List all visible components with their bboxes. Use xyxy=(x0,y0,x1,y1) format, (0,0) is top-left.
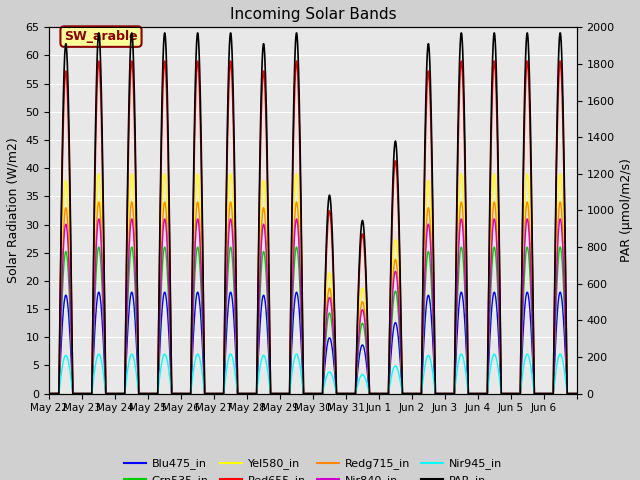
Line: Grn535_in: Grn535_in xyxy=(49,247,577,394)
Redg715_in xyxy=(45,391,53,396)
Red655_in xyxy=(556,58,564,64)
Line: Nir840_in: Nir840_in xyxy=(49,219,577,394)
Yel580_in xyxy=(556,171,564,177)
Redg715_in xyxy=(236,391,244,396)
Title: Incoming Solar Bands: Incoming Solar Bands xyxy=(230,7,396,22)
Blu475_in xyxy=(556,289,564,295)
Blu475_in xyxy=(45,391,53,396)
PAR_in xyxy=(573,391,580,396)
Yel580_in xyxy=(72,391,80,396)
Red655_in xyxy=(72,391,80,396)
Nir945_in xyxy=(236,391,244,396)
Line: Blu475_in: Blu475_in xyxy=(49,292,577,394)
Y-axis label: PAR (μmol/m2/s): PAR (μmol/m2/s) xyxy=(620,158,633,263)
Nir840_in xyxy=(45,391,53,396)
Nir945_in xyxy=(381,391,388,396)
Blu475_in xyxy=(236,391,244,396)
Redg715_in xyxy=(465,391,472,396)
Red655_in xyxy=(236,391,244,396)
Nir840_in xyxy=(573,391,580,396)
Redg715_in xyxy=(573,391,580,396)
Grn535_in xyxy=(436,391,444,396)
Nir945_in xyxy=(45,391,53,396)
Red655_in xyxy=(436,391,444,396)
PAR_in xyxy=(465,391,472,396)
Nir840_in xyxy=(236,391,244,396)
Grn535_in xyxy=(236,391,244,396)
Blu475_in xyxy=(573,391,580,396)
Yel580_in xyxy=(236,391,244,396)
Grn535_in xyxy=(72,391,80,396)
Line: Red655_in: Red655_in xyxy=(49,61,577,394)
Legend: Blu475_in, Grn535_in, Yel580_in, Red655_in, Redg715_in, Nir840_in, Nir945_in, PA: Blu475_in, Grn535_in, Yel580_in, Red655_… xyxy=(120,454,506,480)
PAR_in xyxy=(72,391,80,396)
Blu475_in xyxy=(381,391,388,396)
Redg715_in xyxy=(436,391,444,396)
Line: Yel580_in: Yel580_in xyxy=(49,174,577,394)
PAR_in xyxy=(436,391,444,396)
Nir945_in xyxy=(436,391,444,396)
Red655_in xyxy=(465,391,472,396)
Yel580_in xyxy=(465,391,472,396)
Nir840_in xyxy=(556,216,564,222)
Grn535_in xyxy=(465,391,472,396)
Nir945_in xyxy=(556,351,564,357)
Redg715_in xyxy=(381,391,388,396)
Line: Nir945_in: Nir945_in xyxy=(49,354,577,394)
Redg715_in xyxy=(72,391,80,396)
Red655_in xyxy=(45,391,53,396)
PAR_in xyxy=(45,391,53,396)
Yel580_in xyxy=(45,391,53,396)
Redg715_in xyxy=(358,301,365,307)
Nir840_in xyxy=(465,391,472,396)
PAR_in xyxy=(381,391,388,396)
Yel580_in xyxy=(381,391,388,396)
Y-axis label: Solar Radiation (W/m2): Solar Radiation (W/m2) xyxy=(7,138,20,283)
Blu475_in xyxy=(465,391,472,396)
PAR_in xyxy=(556,30,564,36)
PAR_in xyxy=(358,223,365,228)
Nir945_in xyxy=(465,391,472,396)
Yel580_in xyxy=(436,391,444,396)
Nir840_in xyxy=(381,391,388,396)
Line: Redg715_in: Redg715_in xyxy=(49,202,577,394)
Blu475_in xyxy=(436,391,444,396)
Redg715_in xyxy=(556,199,564,205)
Red655_in xyxy=(358,236,365,241)
Nir840_in xyxy=(436,391,444,396)
Nir945_in xyxy=(358,372,365,378)
Yel580_in xyxy=(573,391,580,396)
Nir945_in xyxy=(72,391,80,396)
PAR_in xyxy=(236,391,244,396)
Grn535_in xyxy=(45,391,53,396)
Line: PAR_in: PAR_in xyxy=(49,33,577,394)
Text: SW_arable: SW_arable xyxy=(64,30,138,43)
Grn535_in xyxy=(358,323,365,328)
Red655_in xyxy=(381,391,388,396)
Yel580_in xyxy=(358,288,365,294)
Nir840_in xyxy=(358,310,365,315)
Blu475_in xyxy=(358,344,365,349)
Grn535_in xyxy=(556,244,564,250)
Nir840_in xyxy=(72,391,80,396)
Grn535_in xyxy=(381,391,388,396)
Nir945_in xyxy=(573,391,580,396)
Red655_in xyxy=(573,391,580,396)
Blu475_in xyxy=(72,391,80,396)
Grn535_in xyxy=(573,391,580,396)
